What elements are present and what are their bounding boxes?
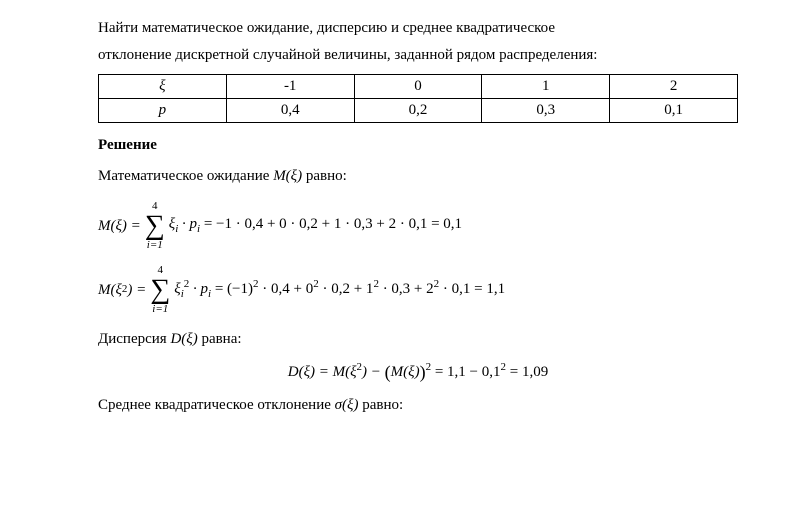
table-cell: 0 xyxy=(354,75,482,99)
table-cell: 0,4 xyxy=(226,99,354,123)
sigma-icon: 4 ∑ i=1 xyxy=(150,265,170,315)
table-cell: 0,3 xyxy=(482,99,610,123)
distribution-table: ξ -1 0 1 2 p 0,4 0,2 0,3 0,1 xyxy=(98,74,738,123)
table-cell: 0,2 xyxy=(354,99,482,123)
table-cell: -1 xyxy=(226,75,354,99)
p-header: p xyxy=(99,99,227,123)
solution-heading: Решение xyxy=(98,135,738,156)
formula-m: M(ξ) = 4 ∑ i=1 ξi · pi = −1 · 0,4 + 0 · … xyxy=(98,201,738,251)
xi-header: ξ xyxy=(99,75,227,99)
table-row: ξ -1 0 1 2 xyxy=(99,75,738,99)
intro-line2: отклонение дискретной случайной величины… xyxy=(98,45,738,66)
mexp-intro: Математическое ожидание M(ξ) равно: xyxy=(98,166,738,187)
table-row: p 0,4 0,2 0,3 0,1 xyxy=(99,99,738,123)
table-cell: 0,1 xyxy=(610,99,738,123)
formula-d: D(ξ) = M(ξ2) − (M(ξ))2 = 1,1 − 0,12 = 1,… xyxy=(98,360,738,385)
formula-m2: M(ξ2) = 4 ∑ i=1 ξi2 · pi = (−1)2 · 0,4 +… xyxy=(98,265,738,315)
sigma-intro: Среднее квадратическое отклонение σ(ξ) р… xyxy=(98,395,738,416)
sigma-icon: 4 ∑ i=1 xyxy=(145,201,165,251)
intro-line1: Найти математическое ожидание, дисперсию… xyxy=(98,18,738,39)
disp-intro: Дисперсия D(ξ) равна: xyxy=(98,329,738,350)
table-cell: 1 xyxy=(482,75,610,99)
table-cell: 2 xyxy=(610,75,738,99)
